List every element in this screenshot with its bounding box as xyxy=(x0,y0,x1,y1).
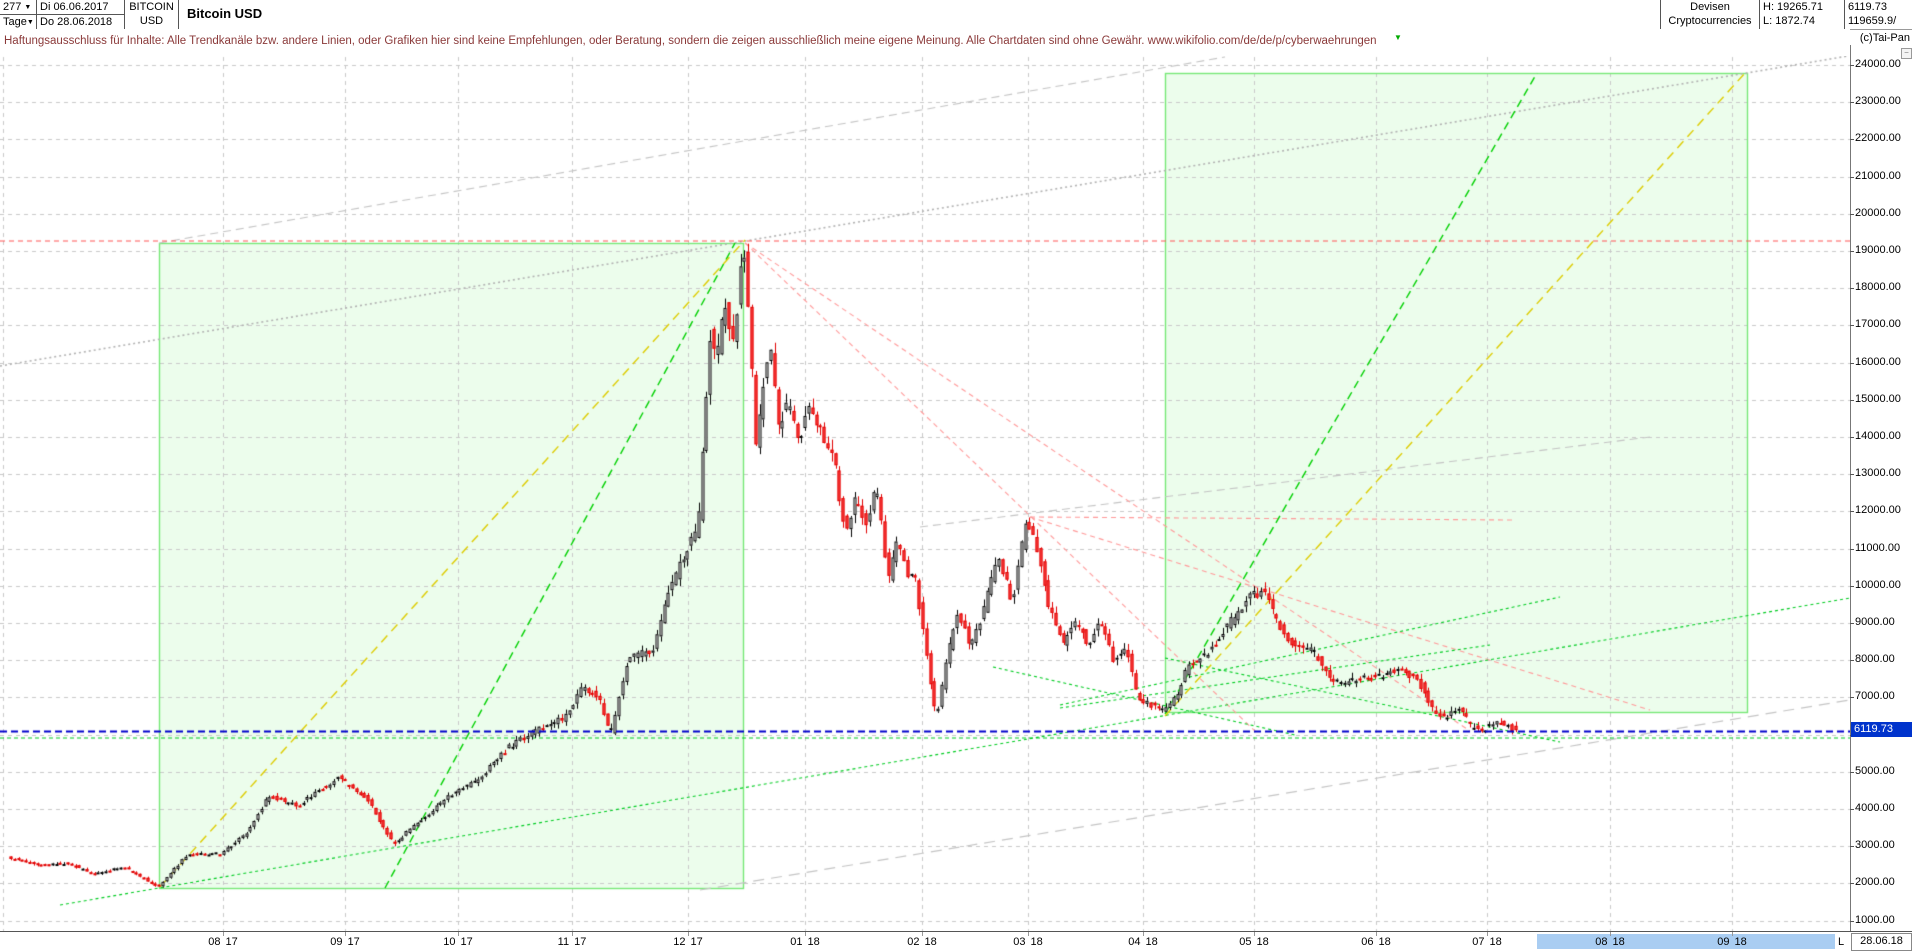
date-to-field[interactable]: Do 28.06.2018 xyxy=(40,16,113,28)
date-tick-mark xyxy=(572,932,573,936)
collapse-panel-icon[interactable]: − xyxy=(1901,48,1912,59)
last-price-value: 6119.73 xyxy=(1848,1,1887,13)
date-axis: 08 17 09 17 10 17 11 17 12 17 01 18 02 18 03 18 04 18 05 18… xyxy=(0,931,1912,952)
symbol-name: BITCOIN xyxy=(129,1,174,13)
price-tick-label: 3000.00 xyxy=(1850,839,1895,852)
date-tick-label: 08 17 xyxy=(208,936,238,948)
date-tick-label: 01 18 xyxy=(790,936,820,948)
price-tick-label: 21000.00 xyxy=(1850,169,1901,182)
price-tick-label: 20000.00 xyxy=(1850,206,1901,219)
date-tick-mark xyxy=(1376,932,1377,936)
price-tick-label: 24000.00 xyxy=(1850,58,1901,70)
price-tick-label: 19000.00 xyxy=(1850,244,1901,256)
price-tick-label: 22000.00 xyxy=(1850,132,1901,145)
bars-count-dropdown[interactable]: 277 ▼ xyxy=(0,0,36,15)
price-tick-label: 2000.00 xyxy=(1850,876,1895,889)
date-tick-mark xyxy=(1610,932,1611,936)
symbol-cell: BITCOIN USD xyxy=(125,0,179,29)
price-tick-label: 9000.00 xyxy=(1850,616,1895,628)
volume-value: 119659.9/ xyxy=(1848,15,1897,27)
price-tick-label: 16000.00 xyxy=(1850,355,1901,368)
price-chart-canvas[interactable] xyxy=(0,56,1850,931)
date-tick-label: 10 17 xyxy=(443,936,473,948)
chevron-down-icon: ▼ xyxy=(26,19,34,26)
last-date-prefix: L xyxy=(1838,936,1845,948)
date-from-field[interactable]: Di 06.06.2017 xyxy=(37,0,124,15)
copyright-label: (c)Tai-Pan xyxy=(1859,32,1910,44)
price-tick-label: 12000.00 xyxy=(1850,504,1901,517)
date-tick-mark xyxy=(805,932,806,936)
date-tick-mark xyxy=(688,932,689,936)
date-tick-label: 04 18 xyxy=(1128,936,1158,948)
high-value: H: 19265.71 xyxy=(1763,1,1823,13)
price-tick-label: 13000.00 xyxy=(1850,467,1901,480)
price-tick-label: 10000.00 xyxy=(1850,578,1901,591)
date-tick-mark xyxy=(1028,932,1029,936)
date-tick-mark xyxy=(223,932,224,936)
date-tick-label: 09 17 xyxy=(330,936,360,948)
chart-marker-icon: ▼ xyxy=(1394,33,1402,42)
market-group-top: Devisen xyxy=(1690,1,1730,13)
high-low-cell: H: 19265.71 L: 1872.74 xyxy=(1760,0,1845,29)
price-tick-label: 8000.00 xyxy=(1850,653,1895,666)
last-price-badge: 6119.73 xyxy=(1851,722,1912,738)
price-tick-label: 11000.00 xyxy=(1849,541,1901,554)
date-range-cell: Di 06.06.2017 Do 28.06.2018 xyxy=(37,0,125,29)
date-tick-label: 06 18 xyxy=(1361,936,1391,948)
price-tick-label: 17000.00 xyxy=(1850,318,1901,331)
price-tick-label: 5000.00 xyxy=(1850,764,1895,777)
market-group-bottom: Cryptocurrencies xyxy=(1668,15,1752,27)
market-group-cell: Devisen Cryptocurrencies xyxy=(1660,0,1760,29)
date-tick-mark xyxy=(1732,932,1733,936)
price-tick-label: 14000.00 xyxy=(1850,430,1901,442)
page-title: Bitcoin USD xyxy=(187,6,263,21)
low-value: L: 1872.74 xyxy=(1763,15,1815,27)
date-tick-label: 05 18 xyxy=(1239,936,1269,948)
period-dropdown[interactable]: Tage▼ xyxy=(3,16,34,28)
price-tick-label: 23000.00 xyxy=(1850,95,1901,108)
horizontal-scrollbar[interactable] xyxy=(1537,934,1835,949)
date-tick-mark xyxy=(458,932,459,936)
price-tick-label: 4000.00 xyxy=(1850,802,1895,814)
date-tick-label: 08 18 xyxy=(1595,936,1625,948)
date-tick-mark xyxy=(1487,932,1488,936)
date-tick-mark xyxy=(1254,932,1255,936)
symbol-currency: USD xyxy=(139,15,164,27)
bars-period-cell: 277 ▼ Tage▼ xyxy=(0,0,37,29)
date-tick-mark xyxy=(922,932,923,936)
chevron-down-icon: ▼ xyxy=(24,4,32,11)
last-date-badge: 28.06.18 xyxy=(1851,933,1912,951)
date-tick-mark xyxy=(1143,932,1144,936)
price-tick-label: 1000.00 xyxy=(1850,913,1895,926)
date-tick-label: 07 18 xyxy=(1472,936,1502,948)
date-tick-label: 09 18 xyxy=(1717,936,1747,948)
date-tick-label: 12 17 xyxy=(673,936,703,948)
last-values-cell: 6119.73 119659.9/ xyxy=(1845,0,1912,29)
disclaimer-text: Haftungsausschluss für Inhalte: Alle Tre… xyxy=(0,29,1850,56)
date-tick-mark xyxy=(345,932,346,936)
chart-header: 277 ▼ Tage▼ Di 06.06.2017 Do 28.06.2018 … xyxy=(0,0,1912,30)
price-tick-label: 7000.00 xyxy=(1850,690,1895,703)
price-tick-label: 15000.00 xyxy=(1850,392,1901,405)
date-tick-label: 02 18 xyxy=(907,936,937,948)
price-tick-label: 18000.00 xyxy=(1850,281,1901,294)
date-tick-label: 11 17 xyxy=(557,936,587,948)
price-axis: (c)Tai-Pan − 1000.00 2000.00 3000.00 4000.0… xyxy=(1849,32,1912,931)
date-tick-label: 03 18 xyxy=(1013,936,1043,948)
